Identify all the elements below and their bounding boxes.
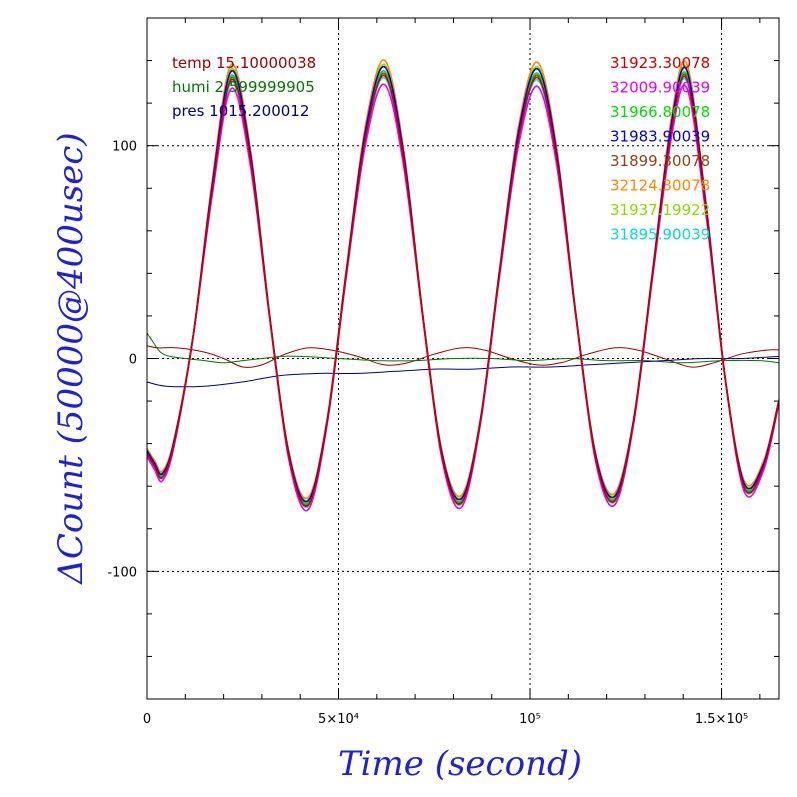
counter-legend-entry: 31923.30078 xyxy=(610,54,710,72)
x-axis-title: Time (second) xyxy=(338,744,582,784)
counter-legend-entry: 32009.90039 xyxy=(610,79,710,97)
y-axis-title: ΔCount (50000@400usec) xyxy=(51,132,91,585)
env-legend-entry: temp 15.10000038 xyxy=(172,54,316,72)
counter-legend-entry: 31899.30078 xyxy=(610,152,710,170)
plot-series xyxy=(147,59,779,512)
y-tick-label: -100 xyxy=(107,565,137,580)
x-tick-label: 1.5×10⁵ xyxy=(695,712,748,727)
env-legend: temp 15.10000038 humi 2.599999905 pres 101… xyxy=(172,54,316,120)
counter-legend: 31923.30078 32009.90039 31966.80078 31983.9… xyxy=(610,54,710,244)
counter-legend-entry: 31895.90039 xyxy=(610,226,710,244)
series-line-counter xyxy=(147,74,779,507)
series-line-counter xyxy=(147,65,779,503)
counter-legend-entry: 31966.80078 xyxy=(610,103,710,121)
counter-legend-entry: 31937.19922 xyxy=(610,201,710,219)
env-legend-entry: pres 1015.200012 xyxy=(172,102,309,120)
x-tick-label: 10⁵ xyxy=(519,712,541,727)
env-legend-entry: humi 2.599999905 xyxy=(172,78,315,96)
series-line-counter xyxy=(147,59,779,500)
counter-legend-entry: 31983.90039 xyxy=(610,128,710,146)
series-line-pres xyxy=(147,355,779,388)
y-tick-label: 100 xyxy=(112,140,137,155)
series-line-temp xyxy=(147,345,779,368)
counter-legend-entry: 32124.30078 xyxy=(610,177,710,195)
y-tick-label: 0 xyxy=(129,353,137,368)
x-tick-label: 0 xyxy=(143,712,151,727)
tick-labels: 0 5×10⁴ 10⁵ 1.5×10⁵ 100 0 -100 xyxy=(107,140,748,727)
plot-frame xyxy=(146,17,780,700)
series-line-humi xyxy=(147,332,779,364)
series-line-counter xyxy=(147,83,779,512)
x-tick-label: 5×10⁴ xyxy=(318,712,359,727)
